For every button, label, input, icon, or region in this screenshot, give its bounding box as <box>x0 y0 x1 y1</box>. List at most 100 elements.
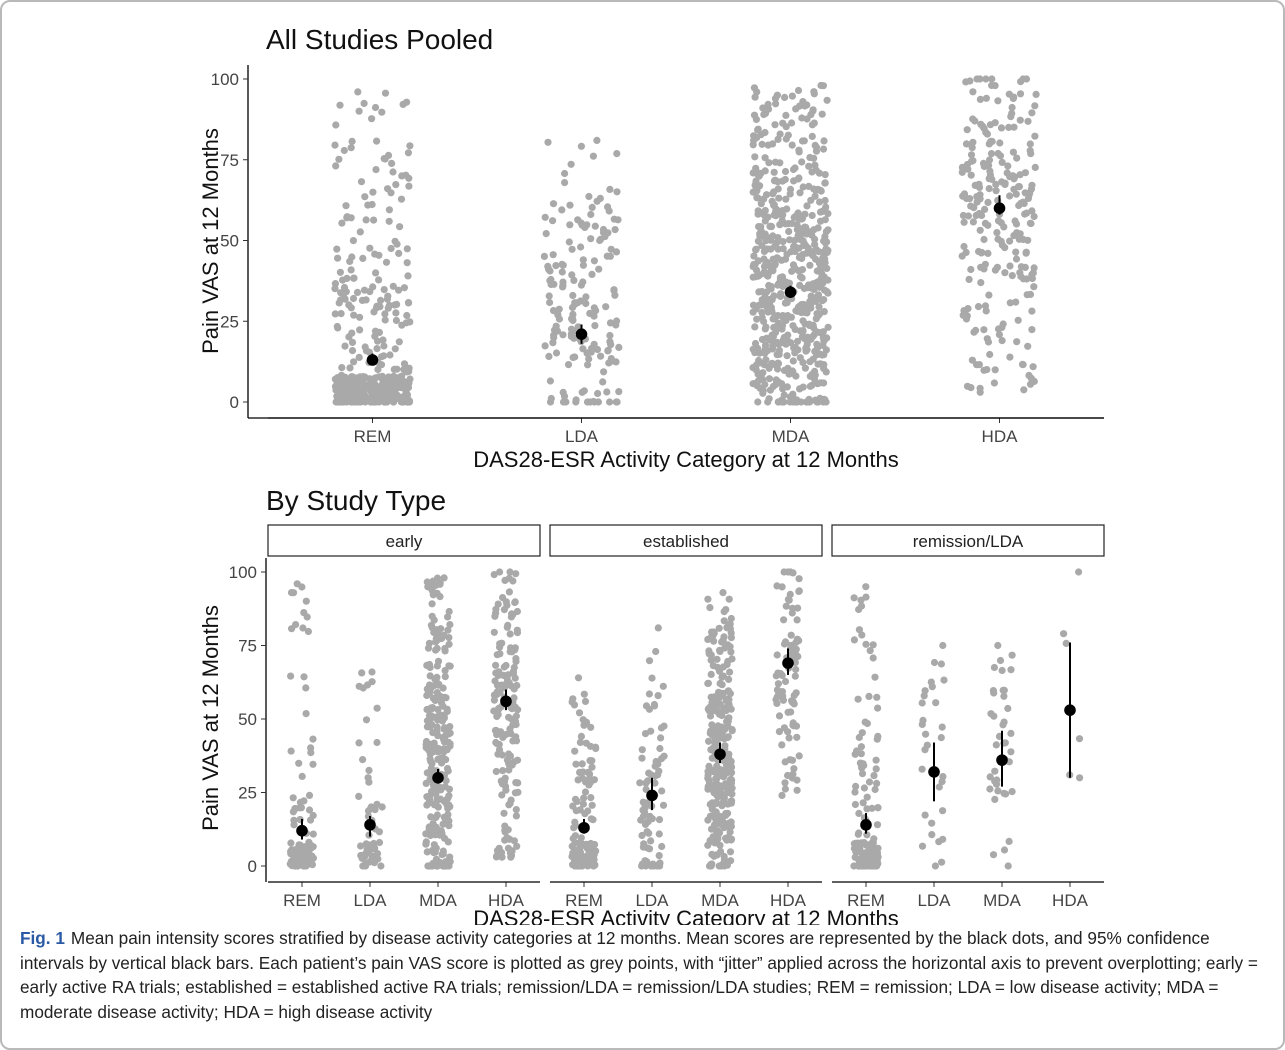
top-point-hda <box>967 171 975 179</box>
facet-0-point-hda <box>504 826 512 834</box>
facet-0-point-rem <box>287 672 295 680</box>
facet-2-point-mda <box>1004 704 1012 713</box>
top-point-mda <box>799 383 807 391</box>
facet-1-point-lda <box>643 844 651 852</box>
top-point-hda <box>1001 180 1009 189</box>
top-point-mda <box>780 398 788 406</box>
top-point-hda <box>1026 140 1034 148</box>
top-point-mda <box>751 339 760 348</box>
facet-1-point-rem <box>584 857 593 865</box>
facet-1-point-lda <box>651 779 659 787</box>
facet-1-point-hda <box>789 569 797 577</box>
top-point-mda <box>785 279 794 287</box>
top-point-lda <box>594 389 602 398</box>
top-point-hda <box>982 307 990 315</box>
facet-0-point-hda <box>498 791 506 799</box>
facet-1-point-mda <box>724 809 732 817</box>
facet-0-point-hda <box>511 703 519 711</box>
top-point-hda <box>976 95 985 103</box>
top-point-hda <box>968 356 977 364</box>
facet-1-point-mda <box>704 705 712 713</box>
top-point-hda <box>1032 90 1040 98</box>
top-point-mda <box>750 111 759 119</box>
top-point-mda <box>783 205 791 213</box>
facet-0-point-rem <box>299 624 307 632</box>
top-point-hda <box>1006 262 1014 270</box>
top-point-mda <box>797 309 806 317</box>
facet-2-point-rem <box>859 799 867 807</box>
top-point-mda <box>819 82 828 90</box>
top-point-hda <box>969 157 977 165</box>
facet-0-point-hda <box>510 694 518 702</box>
facet-2-point-lda <box>931 862 940 870</box>
top-point-rem <box>371 398 379 406</box>
top-point-rem <box>381 316 389 324</box>
top-point-hda <box>1010 123 1018 131</box>
facet-2-point-mda <box>990 663 999 672</box>
facet-0-point-lda <box>368 668 376 676</box>
facet-1-point-hda <box>790 765 798 773</box>
facet-0-x-tick-label: LDA <box>353 891 387 910</box>
top-point-rem <box>381 395 389 403</box>
top-point-lda <box>583 349 591 357</box>
top-point-hda <box>1030 212 1038 221</box>
top-point-lda <box>567 325 576 333</box>
facet-1-point-rem <box>589 862 598 870</box>
top-point-lda <box>592 307 600 315</box>
facet-1-point-mda <box>726 624 734 632</box>
facet-1-point-rem <box>572 807 580 815</box>
facet-0-point-mda <box>446 723 454 731</box>
top-point-lda <box>577 243 585 251</box>
facet-1-point-rem <box>581 788 590 796</box>
top-point-lda <box>549 251 557 259</box>
top-point-hda <box>1016 116 1024 124</box>
top-point-rem <box>364 201 372 209</box>
facet-1-point-mda <box>704 595 712 603</box>
top-point-hda <box>1021 189 1029 197</box>
top-point-mda <box>816 310 824 318</box>
top-point-mda <box>778 321 787 330</box>
top-point-mda <box>755 182 763 190</box>
top-point-mda <box>794 337 802 345</box>
top-point-rem <box>371 103 380 112</box>
facet-0-point-mda <box>437 754 445 763</box>
bottom-y-tick-label: 75 <box>238 637 257 656</box>
top-point-hda <box>969 88 977 96</box>
facet-0-point-mda <box>425 746 433 754</box>
top-point-hda <box>1017 78 1025 86</box>
facet-1-point-rem <box>586 778 595 787</box>
top-point-rem <box>396 223 404 231</box>
facet-0-point-lda <box>370 839 378 848</box>
facet-2-point-hda <box>1075 568 1083 576</box>
facet-0-point-hda <box>506 630 514 638</box>
top-point-rem <box>392 181 400 189</box>
facet-0-point-mda <box>434 732 442 740</box>
top-y-tick-label: 25 <box>220 312 239 331</box>
caption-text: Mean pain intensity scores stratified by… <box>20 928 1258 1022</box>
top-point-hda <box>980 235 988 244</box>
facet-0-point-mda <box>427 704 435 712</box>
facet-1-point-rem <box>588 763 596 771</box>
top-point-mda <box>820 237 828 245</box>
facet-1-point-rem <box>573 862 581 870</box>
top-point-lda <box>579 256 587 264</box>
top-point-lda <box>613 398 621 406</box>
facet-1-point-mda <box>712 774 720 782</box>
facet-0-point-lda <box>370 845 378 853</box>
top-point-rem <box>331 310 339 318</box>
bottom-y-axis-label: Pain VAS at 12 Months <box>198 605 223 831</box>
top-point-mda <box>821 171 829 179</box>
top-point-hda <box>973 361 981 369</box>
top-point-rem <box>359 254 367 262</box>
facet-2-point-hda <box>1060 630 1068 638</box>
top-point-rem <box>334 254 342 262</box>
facet-1-x-tick-label: MDA <box>701 891 739 910</box>
top-point-mda <box>767 285 775 293</box>
facet-0-point-hda <box>506 799 514 808</box>
top-point-mda <box>750 380 758 388</box>
top-point-mda <box>810 154 818 162</box>
top-point-rem <box>378 372 386 380</box>
top-point-hda <box>965 275 973 283</box>
facet-1-point-lda <box>645 657 654 665</box>
top-point-mda <box>815 303 823 311</box>
